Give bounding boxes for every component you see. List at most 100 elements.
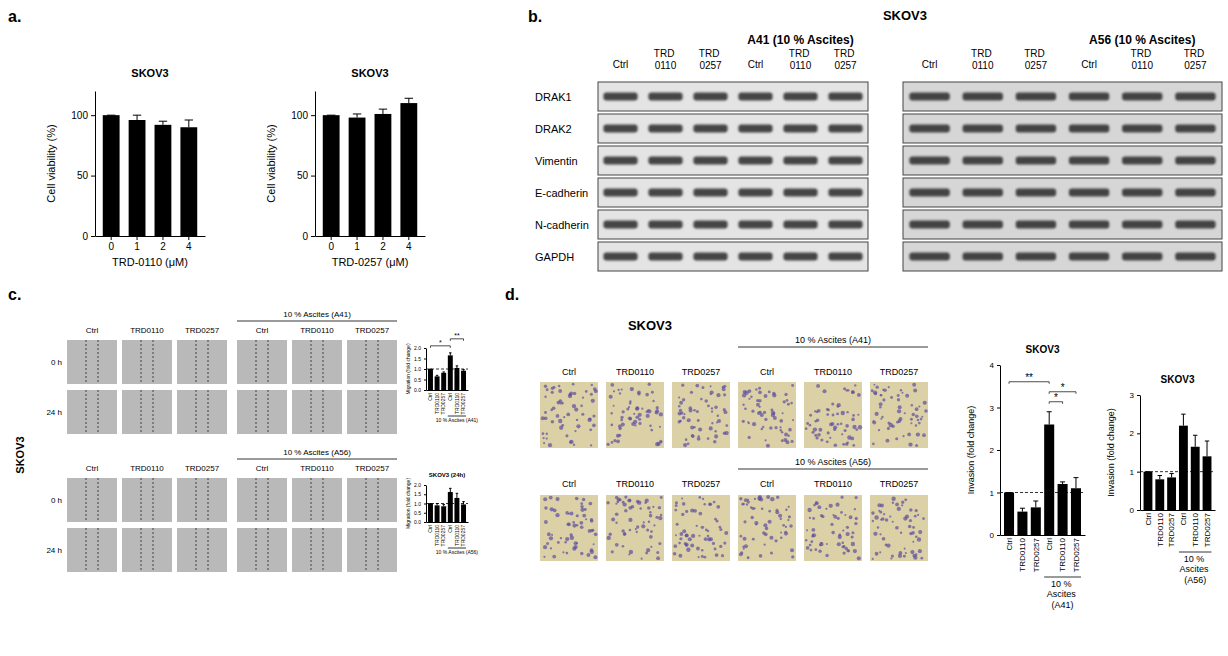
cell-dot xyxy=(809,414,812,417)
cell-dot xyxy=(713,501,716,504)
error-bar xyxy=(1047,412,1052,425)
cell-dot xyxy=(829,504,833,508)
bar xyxy=(435,376,440,390)
cell-dot xyxy=(675,501,678,504)
x-axis-title: TRD-0110 (μM) xyxy=(112,256,188,268)
error-bar xyxy=(462,502,464,505)
cell-dot xyxy=(879,533,881,535)
blot-band xyxy=(1016,157,1056,165)
cell-dot xyxy=(698,556,700,558)
cell-dot xyxy=(724,531,728,535)
cell-dot xyxy=(615,496,618,499)
cell-dot xyxy=(816,418,819,421)
lane-label: TRD0257 xyxy=(880,367,919,377)
cell-dot xyxy=(570,512,574,516)
y-tick xyxy=(424,390,426,391)
y-axis: 0.00.51.01.52.0 xyxy=(414,482,426,525)
cell-dot xyxy=(854,384,856,386)
x-tick-label: TRD0110 xyxy=(1018,537,1027,571)
cell-dot xyxy=(580,405,583,408)
y-axis: 01234 xyxy=(990,361,1001,540)
cell-dot xyxy=(770,497,774,501)
significance-label: ** xyxy=(454,332,460,339)
cell-dot xyxy=(546,437,548,439)
cell-dot xyxy=(610,383,614,387)
cell-dot xyxy=(841,433,843,435)
wound-image xyxy=(347,390,397,434)
cell-dot xyxy=(701,549,704,552)
cell-dot xyxy=(912,383,916,387)
cell-dot xyxy=(875,552,879,556)
row-label: N-cadherin xyxy=(535,219,589,231)
cell-dot xyxy=(645,393,649,397)
wound-edge xyxy=(196,478,197,522)
error-bar xyxy=(456,493,458,498)
x-tick-label: TRD0257 xyxy=(1167,512,1176,547)
bar xyxy=(1203,456,1212,510)
cell-dot xyxy=(563,416,565,418)
cell-dot xyxy=(620,416,623,419)
x-tick-label: 1 xyxy=(354,241,360,252)
error-bar xyxy=(133,115,141,120)
cell-dot xyxy=(780,531,782,533)
x-tick-group: TRD0257 xyxy=(440,522,446,546)
group-label: 10 % Ascites (A41) xyxy=(1047,579,1079,610)
cell-dot xyxy=(889,515,891,517)
wound-edge xyxy=(268,478,269,522)
cell-dot xyxy=(840,422,843,425)
blot-band xyxy=(1122,93,1162,101)
cell-dot xyxy=(851,531,854,534)
wound-image xyxy=(177,390,227,434)
group-line xyxy=(1044,577,1081,578)
cell-dot xyxy=(673,552,677,556)
lane-label: TRD0110 xyxy=(300,326,334,335)
blot-band xyxy=(1175,221,1215,229)
chart-title: SKOV3 xyxy=(131,67,168,79)
cell-dot xyxy=(739,497,742,500)
cell-dot xyxy=(829,437,831,439)
cell-dot xyxy=(582,514,586,518)
x-tick-group: TRD0257 xyxy=(1032,535,1041,572)
lane-label: TRD 0110 xyxy=(1131,48,1154,71)
cell-dot xyxy=(613,390,615,392)
plot-area xyxy=(426,488,468,522)
significance-label: * xyxy=(439,339,442,346)
cell-dot xyxy=(712,542,715,545)
blot-band xyxy=(783,253,817,261)
cell-dot xyxy=(716,393,720,397)
cell-dot xyxy=(917,419,919,421)
cell-dot xyxy=(872,421,876,425)
cell-dot xyxy=(897,394,900,397)
wound-image xyxy=(237,528,287,572)
cell-dot xyxy=(745,391,749,395)
wound-image xyxy=(177,340,227,384)
cell-dot xyxy=(542,432,545,435)
cell-dot xyxy=(776,496,779,499)
blot-band xyxy=(1016,125,1056,133)
x-tick-group: Ctrl xyxy=(427,390,433,401)
cell-dot xyxy=(592,414,595,417)
x-tick-group: Ctrl xyxy=(1005,535,1014,550)
cell-dot xyxy=(857,393,861,397)
cell-dot xyxy=(764,418,767,421)
cell-dot xyxy=(806,546,810,550)
cell-dot xyxy=(631,422,635,426)
cell-dot xyxy=(550,547,552,549)
y-axis-line xyxy=(315,92,316,237)
cell-dot xyxy=(855,428,858,431)
group-label: 10 % Ascites (A41) xyxy=(283,310,351,319)
wound-edge xyxy=(98,528,99,572)
cell-dot xyxy=(891,497,895,501)
x-tick-label: Ctrl xyxy=(1144,513,1153,526)
y-tick-group: 50 xyxy=(297,170,315,181)
cell-dot xyxy=(875,412,879,416)
x-tick-label: 0 xyxy=(328,241,334,252)
lane-label: TRD0110 xyxy=(814,367,852,377)
x-axis: CtrlTRD0110TRD0257CtrlTRD0110TRD0257 xyxy=(427,522,469,546)
cell-dot xyxy=(593,555,597,559)
wound-image xyxy=(122,528,172,572)
cell-dot xyxy=(806,422,809,425)
blot-band xyxy=(738,157,772,165)
x-axis: 0124 xyxy=(96,236,206,252)
y-tick-group: 2.0 xyxy=(414,345,426,351)
